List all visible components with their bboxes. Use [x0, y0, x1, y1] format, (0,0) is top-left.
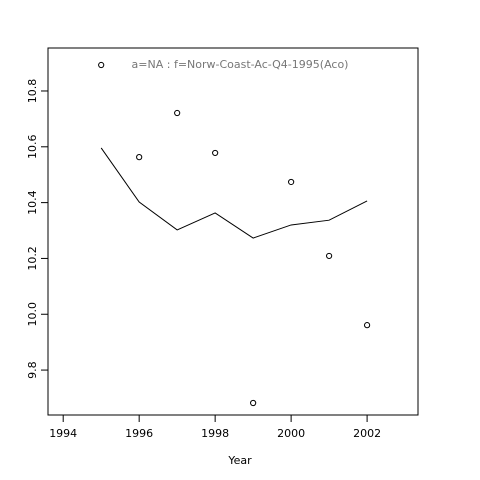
y-tick-label: 10.6	[26, 135, 39, 160]
data-point	[174, 109, 181, 117]
data-point	[250, 399, 257, 407]
data-point	[98, 61, 105, 69]
data-point	[212, 149, 219, 157]
data-point	[363, 322, 371, 329]
x-axis-label: Year	[227, 454, 252, 467]
x-tick-label: 1996	[125, 427, 153, 440]
x-tick-label: 2000	[277, 427, 305, 440]
data-line	[100, 147, 368, 239]
data-point	[136, 154, 143, 161]
y-tick-label: 10.2	[26, 246, 39, 271]
data-point	[326, 252, 333, 260]
y-tick-label: 10.8	[26, 79, 39, 104]
data-point	[288, 178, 295, 186]
x-tick-label: 2002	[353, 427, 381, 440]
plot-frame	[47, 47, 419, 416]
y-tick-label: 10.4	[26, 190, 39, 215]
x-tick-label: 1998	[201, 427, 229, 440]
y-tick-label: 10.0	[26, 302, 39, 327]
x-tick-label: 1994	[49, 427, 77, 440]
annotation: a=NA : f=Norw-Coast-Ac-Q4-1995(Aco)	[132, 58, 349, 71]
y-tick-label: 9.8	[26, 361, 39, 379]
